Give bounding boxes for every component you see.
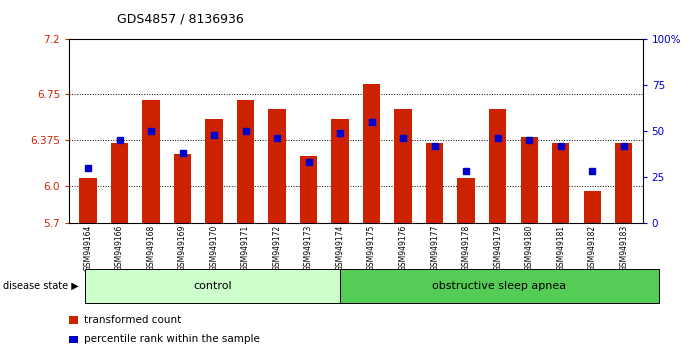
Bar bbox=[552, 143, 569, 223]
Bar bbox=[268, 109, 286, 223]
Bar bbox=[489, 109, 507, 223]
Bar bbox=[205, 119, 223, 223]
Text: GDS4857 / 8136936: GDS4857 / 8136936 bbox=[117, 12, 244, 25]
Text: obstructive sleep apnea: obstructive sleep apnea bbox=[432, 281, 567, 291]
Bar bbox=[426, 143, 444, 223]
Bar bbox=[363, 84, 380, 223]
Bar bbox=[615, 143, 632, 223]
Bar bbox=[395, 109, 412, 223]
Bar bbox=[142, 100, 160, 223]
Bar bbox=[457, 178, 475, 223]
Bar bbox=[332, 119, 349, 223]
Bar bbox=[237, 100, 254, 223]
Bar bbox=[583, 191, 601, 223]
Bar bbox=[520, 137, 538, 223]
Text: percentile rank within the sample: percentile rank within the sample bbox=[84, 335, 260, 344]
Bar bbox=[111, 143, 129, 223]
Text: disease state ▶: disease state ▶ bbox=[3, 281, 79, 291]
Bar bbox=[79, 178, 97, 223]
Bar bbox=[174, 154, 191, 223]
Text: control: control bbox=[193, 281, 231, 291]
Bar bbox=[300, 155, 317, 223]
Text: transformed count: transformed count bbox=[84, 315, 181, 325]
